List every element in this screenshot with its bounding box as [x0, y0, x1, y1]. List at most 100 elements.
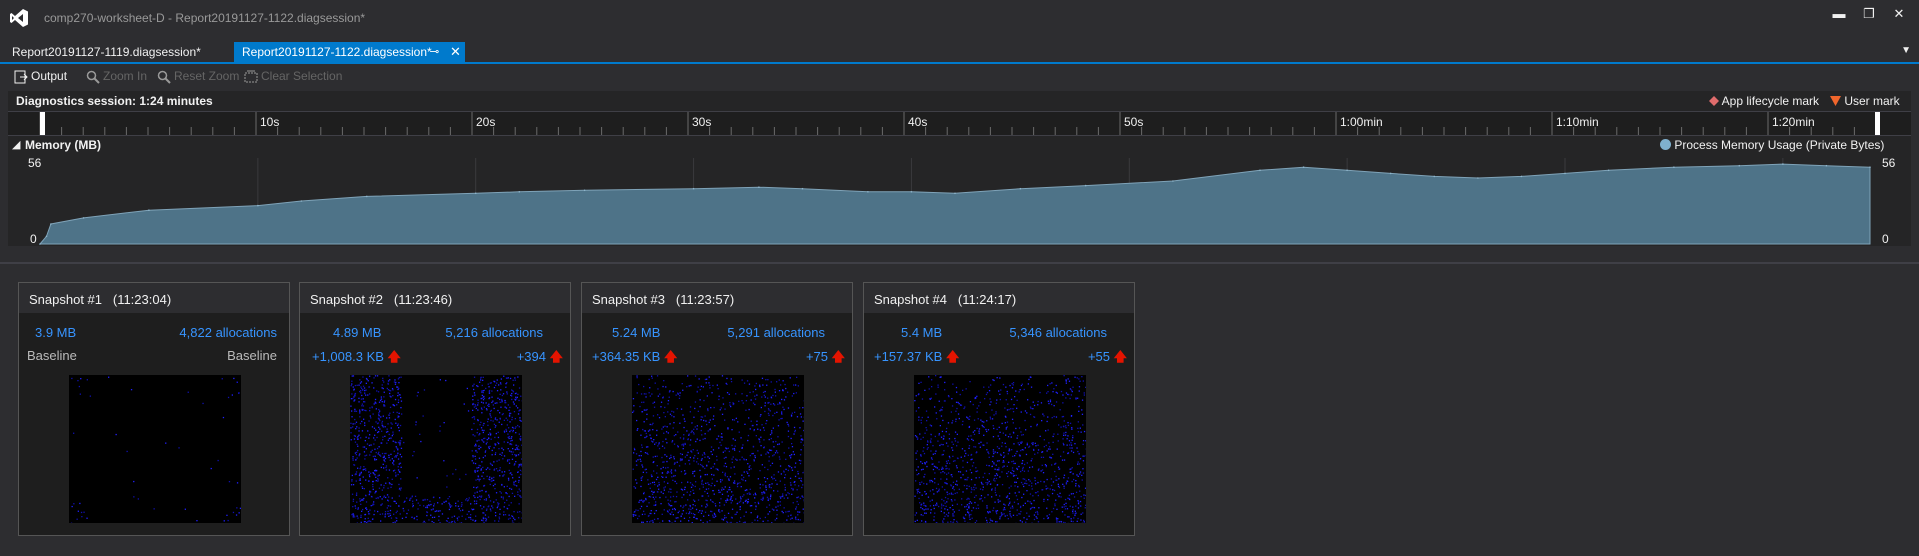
snapshot-alloc-diff-link[interactable]: +394 🡅 [516, 349, 563, 364]
heatmap-dot [485, 491, 487, 493]
snapshot-allocations-link[interactable]: 4,822 allocations [179, 325, 277, 340]
output-button[interactable]: Output [14, 68, 67, 84]
heatmap-dot [761, 464, 763, 466]
heatmap-dot [394, 500, 396, 503]
heatmap-dot [1080, 495, 1082, 498]
selection-end-handle[interactable] [1875, 112, 1880, 135]
snapshot-allocations-link[interactable]: 5,216 allocations [445, 325, 543, 340]
heatmap-dot [476, 451, 478, 453]
memory-data-point [1019, 187, 1022, 190]
heatmap-dot [714, 484, 716, 487]
heatmap-dot [368, 386, 371, 388]
heatmap-dot [492, 420, 494, 422]
heatmap-dot [483, 499, 486, 501]
snapshot-card-4[interactable]: Snapshot #4 (11:24:17) 5.4 MB 5,346 allo… [863, 282, 1135, 536]
heatmap-dot [681, 496, 683, 499]
heatmap-dot [724, 450, 726, 452]
pin-icon[interactable]: ⊸ [430, 46, 440, 58]
heatmap-dot [351, 480, 353, 482]
heatmap-dot [646, 418, 648, 420]
memory-chart[interactable]: 56 0 56 0 [8, 154, 1911, 246]
heatmap-dot [706, 423, 708, 426]
heatmap-dot [974, 397, 976, 400]
close-window-button[interactable]: ✕ [1893, 6, 1905, 21]
snapshot-card-1[interactable]: Snapshot #1 (11:23:04) 3.9 MB 4,822 allo… [18, 282, 290, 536]
minimize-button[interactable]: ▬ [1832, 6, 1846, 21]
tab-list-dropdown-icon[interactable]: ▼ [1901, 45, 1911, 56]
heatmap-dot [1012, 475, 1015, 477]
heatmap-dot [1068, 440, 1071, 442]
heatmap-dot [1018, 465, 1020, 468]
snapshot-size-link[interactable]: 3.9 MB [35, 325, 77, 340]
heatmap-dot [502, 496, 504, 498]
snapshot-alloc-diff-link[interactable]: +55 🡅 [1087, 349, 1127, 364]
heatmap-dot [701, 483, 703, 485]
heatmap-dot [487, 424, 489, 426]
snapshot-size-diff-link[interactable]: +364.35 KB 🡅 [592, 349, 678, 364]
snapshot-size-diff-link[interactable]: +157.37 KB 🡅 [874, 349, 960, 364]
heatmap-dot [506, 460, 509, 462]
heatmap-dot [1082, 460, 1085, 462]
heatmap-dot [1036, 423, 1038, 426]
heatmap-dot [380, 466, 382, 469]
heatmap-dot [387, 487, 389, 489]
heatmap-dot [390, 427, 392, 429]
heatmap-dot [372, 413, 374, 415]
heatmap-dot [675, 496, 678, 498]
heatmap-dot [951, 447, 953, 449]
snapshot-card-3[interactable]: Snapshot #3 (11:23:57) 5.24 MB 5,291 all… [581, 282, 853, 536]
heatmap-dot [1077, 397, 1079, 399]
heatmap-dot [960, 404, 963, 406]
heatmap-dot [991, 418, 994, 420]
heatmap-dot [420, 440, 422, 443]
selection-start-handle[interactable] [40, 112, 45, 135]
heatmap-dot [681, 513, 683, 515]
heatmap-dot [512, 431, 514, 433]
heatmap-dot [359, 379, 361, 381]
heatmap-dot [982, 425, 984, 428]
snapshot-allocations-link[interactable]: 5,346 allocations [1009, 325, 1107, 340]
heatmap-dot [986, 442, 988, 444]
heatmap-dot [411, 516, 413, 518]
heatmap-dot [1081, 474, 1083, 476]
heatmap-dot [763, 394, 765, 396]
clear-selection-button[interactable]: Clear Selection [244, 68, 342, 84]
heatmap-dot [354, 399, 356, 401]
snapshot-size-link[interactable]: 5.4 MB [901, 325, 943, 340]
heatmap-dot [669, 520, 671, 523]
heatmap-dot [916, 474, 918, 476]
snapshot-size-diff-link[interactable]: +1,008.3 KB 🡅 [312, 349, 401, 364]
heatmap-dot [979, 488, 982, 490]
heatmap-dot [789, 465, 791, 468]
zoom-in-button[interactable]: Zoom In [86, 68, 147, 84]
heatmap-dot [378, 487, 381, 489]
tab-report-1122[interactable]: Report20191127-1122.diagsession* ⊸ ✕ [234, 42, 465, 62]
snapshot-allocations-link[interactable]: 5,291 allocations [727, 325, 825, 340]
heatmap-dot [787, 391, 789, 393]
close-tab-icon[interactable]: ✕ [450, 44, 461, 59]
snapshot-alloc-diff-link[interactable]: +75 🡅 [805, 349, 845, 364]
tab-report-1119[interactable]: Report20191127-1119.diagsession* [4, 42, 209, 62]
heatmap-dot [1009, 515, 1012, 517]
heatmap-dot [653, 512, 656, 515]
heatmap-dot [357, 517, 359, 519]
collapse-triangle-icon[interactable]: ◢ [12, 139, 21, 151]
restore-button[interactable]: ❐ [1863, 6, 1875, 21]
heatmap-dot [920, 454, 922, 456]
heatmap-dot [943, 500, 945, 502]
heatmap-dot [920, 514, 922, 516]
heatmap-dot [488, 447, 490, 450]
snapshot-card-2[interactable]: Snapshot #2 (11:23:46) 4.89 MB 5,216 all… [299, 282, 571, 536]
heatmap-dot [477, 478, 479, 480]
heatmap-dot [710, 499, 712, 501]
timeline-ruler[interactable]: 10s 20s 30s 40s 50s 1:00min 1:10min 1:20min [8, 111, 1911, 136]
heatmap-dot [513, 522, 515, 523]
heatmap-dot [978, 430, 980, 432]
snapshot-size-link[interactable]: 4.89 MB [333, 325, 382, 340]
snapshot-size-link[interactable]: 5.24 MB [612, 325, 661, 340]
heatmap-dot [679, 422, 681, 424]
reset-zoom-button[interactable]: Reset Zoom [157, 68, 239, 84]
heatmap-dot [368, 493, 370, 496]
heatmap-dot [1034, 442, 1036, 444]
heatmap-dot [740, 498, 742, 500]
